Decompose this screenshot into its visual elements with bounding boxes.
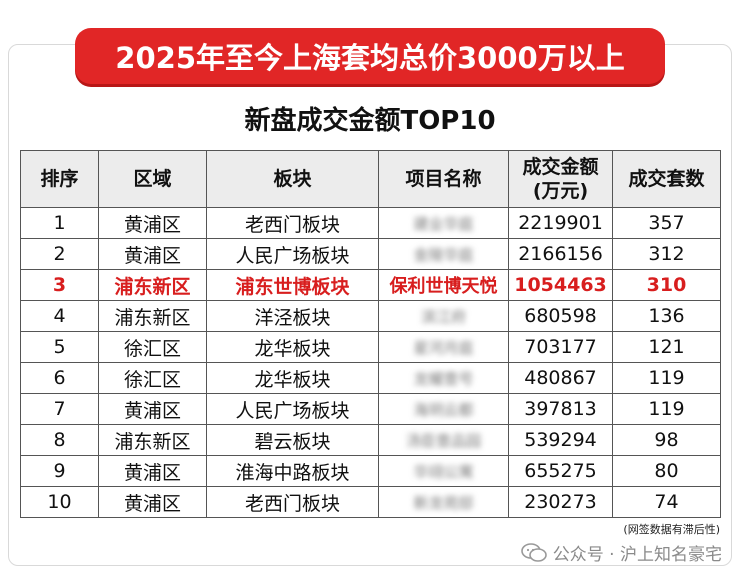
cell-rank: 9 (20, 455, 99, 487)
cell-block: 龙华板块 (206, 331, 379, 363)
project-name: 华翊公寓 (413, 463, 474, 481)
watermark-text: 公众号 · 沪上知名豪宅 (552, 545, 722, 565)
cell-district: 浦东新区 (98, 424, 207, 456)
table-header-row: 排序 区域 板块 项目名称 成交金额 (万元) 成交套数 (20, 150, 721, 208)
cell-block: 人民广场板块 (206, 238, 379, 270)
cell-units: 80 (612, 455, 721, 487)
project-name: 新龙苑邸 (413, 494, 474, 512)
header-units: 成交套数 (612, 150, 721, 208)
cell-rank: 1 (20, 207, 99, 239)
table-row: 7 黄浦区 人民广场板块 海玥云都 397813 119 (20, 393, 721, 425)
cell-units: 121 (612, 331, 721, 363)
cell-district: 黄浦区 (98, 486, 207, 518)
cell-district: 徐汇区 (98, 331, 207, 363)
table-row: 4 浦东新区 洋泾板块 滨江府 680598 136 (20, 300, 721, 332)
cell-units: 312 (612, 238, 721, 270)
header-block: 板块 (206, 150, 379, 208)
cell-project: 海玥云都 (378, 393, 509, 425)
cell-units: 74 (612, 486, 721, 518)
cell-units: 136 (612, 300, 721, 332)
project-name: 汤臣壹品园 (405, 432, 481, 450)
project-name: 海玥云都 (413, 401, 474, 419)
cell-rank: 8 (20, 424, 99, 456)
project-name: 龙耀壹号 (413, 370, 474, 388)
cell-block: 龙华板块 (206, 362, 379, 394)
header-rank: 排序 (20, 150, 99, 208)
cell-project: 滨江府 (378, 300, 509, 332)
header-project: 项目名称 (378, 150, 509, 208)
cell-block: 老西门板块 (206, 486, 379, 518)
cell-district: 黄浦区 (98, 393, 207, 425)
cell-amount: 2219901 (508, 207, 613, 239)
cell-block: 碧云板块 (206, 424, 379, 456)
header-amount: 成交金额 (万元) (508, 150, 613, 208)
cell-project: 保利世博天悦 (378, 269, 509, 301)
cell-units: 119 (612, 362, 721, 394)
cell-amount: 655275 (508, 455, 613, 487)
cell-project: 华翊公寓 (378, 455, 509, 487)
cell-amount: 680598 (508, 300, 613, 332)
cell-block: 淮海中路板块 (206, 455, 379, 487)
cell-project: 新龙苑邸 (378, 486, 509, 518)
cell-rank: 6 (20, 362, 99, 394)
cell-amount: 703177 (508, 331, 613, 363)
banner-title: 2025年至今上海套均总价3000万以上 (115, 41, 625, 75)
project-name: 星河月庭 (413, 339, 474, 357)
cell-rank: 2 (20, 238, 99, 270)
table-row: 2 黄浦区 人民广场板块 金陵华庭 2166156 312 (20, 238, 721, 270)
table-row: 6 徐汇区 龙华板块 龙耀壹号 480867 119 (20, 362, 721, 394)
cell-district: 徐汇区 (98, 362, 207, 394)
project-name: 金陵华庭 (413, 246, 474, 264)
cell-rank: 3 (20, 269, 99, 301)
table-row: 1 黄浦区 老西门板块 建业华庭 2219901 357 (20, 207, 721, 239)
cell-amount: 539294 (508, 424, 613, 456)
cell-rank: 5 (20, 331, 99, 363)
cell-rank: 4 (20, 300, 99, 332)
wechat-icon (520, 542, 547, 562)
cell-block: 洋泾板块 (206, 300, 379, 332)
project-name: 滨江府 (420, 308, 466, 326)
ranking-table: 排序 区域 板块 项目名称 成交金额 (万元) 成交套数 1 黄浦区 老西门板块 建业… (20, 150, 721, 518)
data-lag-note: (网签数据有滞后性) (623, 523, 720, 536)
cell-units: 310 (612, 269, 721, 301)
table-row: 10 黄浦区 老西门板块 新龙苑邸 230273 74 (20, 486, 721, 518)
project-name: 保利世博天悦 (389, 276, 498, 297)
header-amount-label: 成交金额 (万元) (522, 156, 599, 202)
cell-project: 汤臣壹品园 (378, 424, 509, 456)
cell-project: 金陵华庭 (378, 238, 509, 270)
cell-amount: 230273 (508, 486, 613, 518)
cell-amount: 2166156 (508, 238, 613, 270)
watermark: 公众号 · 沪上知名豪宅 (520, 540, 722, 565)
table-row: 3 浦东新区 浦东世博板块 保利世博天悦 1054463 310 (20, 269, 721, 301)
page-title: 新盘成交金额TOP10 (244, 106, 496, 136)
cell-district: 黄浦区 (98, 238, 207, 270)
cell-district: 浦东新区 (98, 269, 207, 301)
cell-project: 建业华庭 (378, 207, 509, 239)
table-row: 8 浦东新区 碧云板块 汤臣壹品园 539294 98 (20, 424, 721, 456)
cell-district: 黄浦区 (98, 207, 207, 239)
cell-rank: 10 (20, 486, 99, 518)
cell-project: 龙耀壹号 (378, 362, 509, 394)
table-row: 5 徐汇区 龙华板块 星河月庭 703177 121 (20, 331, 721, 363)
cell-units: 357 (612, 207, 721, 239)
header-district: 区域 (98, 150, 207, 208)
cell-district: 黄浦区 (98, 455, 207, 487)
cell-block: 老西门板块 (206, 207, 379, 239)
cell-block: 浦东世博板块 (206, 269, 379, 301)
cell-units: 119 (612, 393, 721, 425)
project-name: 建业华庭 (413, 215, 474, 233)
cell-rank: 7 (20, 393, 99, 425)
cell-amount: 1054463 (508, 269, 613, 301)
cell-project: 星河月庭 (378, 331, 509, 363)
cell-amount: 480867 (508, 362, 613, 394)
table-row: 9 黄浦区 淮海中路板块 华翊公寓 655275 80 (20, 455, 721, 487)
cell-block: 人民广场板块 (206, 393, 379, 425)
page-banner: 2025年至今上海套均总价3000万以上 (75, 28, 665, 84)
cell-district: 浦东新区 (98, 300, 207, 332)
cell-units: 98 (612, 424, 721, 456)
cell-amount: 397813 (508, 393, 613, 425)
